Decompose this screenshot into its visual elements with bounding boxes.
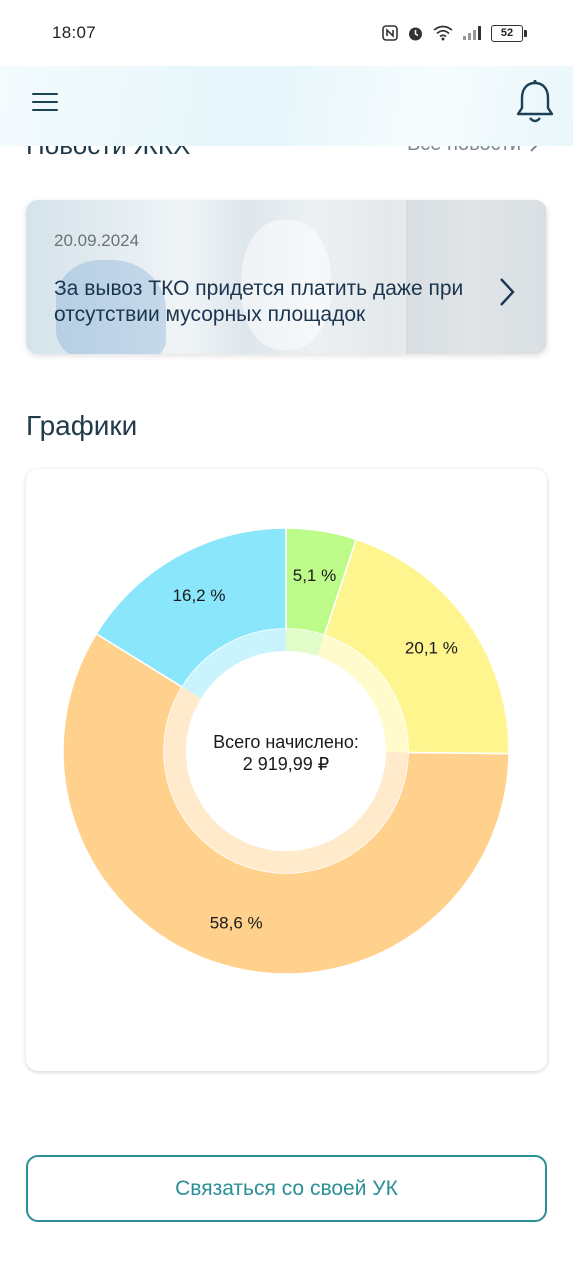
chart-center-total: 2 919,99 ₽ <box>242 754 330 774</box>
hamburger-menu-icon <box>32 93 58 95</box>
news-image-decoration <box>56 260 166 354</box>
contact-management-company-button[interactable]: Связаться со своей УК <box>26 1155 547 1222</box>
signal-icon <box>463 26 481 40</box>
chart-center-caption: Всего начислено: <box>213 732 359 752</box>
news-card[interactable]: 20.09.2024 За вывоз ТКО придется платить… <box>26 200 547 354</box>
chart-center-label: Всего начислено: 2 919,99 ₽ <box>186 731 386 775</box>
wifi-icon <box>433 25 453 41</box>
donut-inner-ring-1 <box>317 635 408 753</box>
donut-chart: 5,1 % 20,1 % 58,6 % 16,2 % <box>62 527 510 975</box>
donut-slice-label-3: 16,2 % <box>173 586 226 605</box>
notifications-button[interactable] <box>515 78 555 126</box>
battery-level: 52 <box>500 27 514 39</box>
menu-button[interactable] <box>32 91 60 113</box>
battery-icon: 52 <box>491 24 527 42</box>
news-date: 20.09.2024 <box>54 231 140 250</box>
status-bar: 18:07 52 <box>0 0 573 66</box>
charts-section-title: Графики <box>26 410 138 441</box>
donut-inner-ring-0 <box>286 629 325 657</box>
donut-slice-label-2: 58,6 % <box>210 913 263 932</box>
status-icons: 52 <box>382 24 527 42</box>
donut-center-hole <box>186 651 386 851</box>
donut-inner-ring-2 <box>163 686 408 873</box>
app-header <box>0 58 573 146</box>
nfc-icon <box>382 25 398 41</box>
donut-inner-ring-3 <box>182 629 286 699</box>
bell-icon <box>516 79 554 123</box>
donut-slice-label-1: 20,1 % <box>405 638 458 657</box>
news-headline: За вывоз ТКО придется платить даже при о… <box>54 277 464 326</box>
donut-slice-label-0: 5,1 % <box>293 566 336 585</box>
status-time: 18:07 <box>52 23 97 42</box>
alarm-icon <box>409 27 422 40</box>
chevron-right-icon <box>500 278 515 306</box>
chart-card: 5,1 % 20,1 % 58,6 % 16,2 % Всего начислено:… <box>26 469 547 1071</box>
